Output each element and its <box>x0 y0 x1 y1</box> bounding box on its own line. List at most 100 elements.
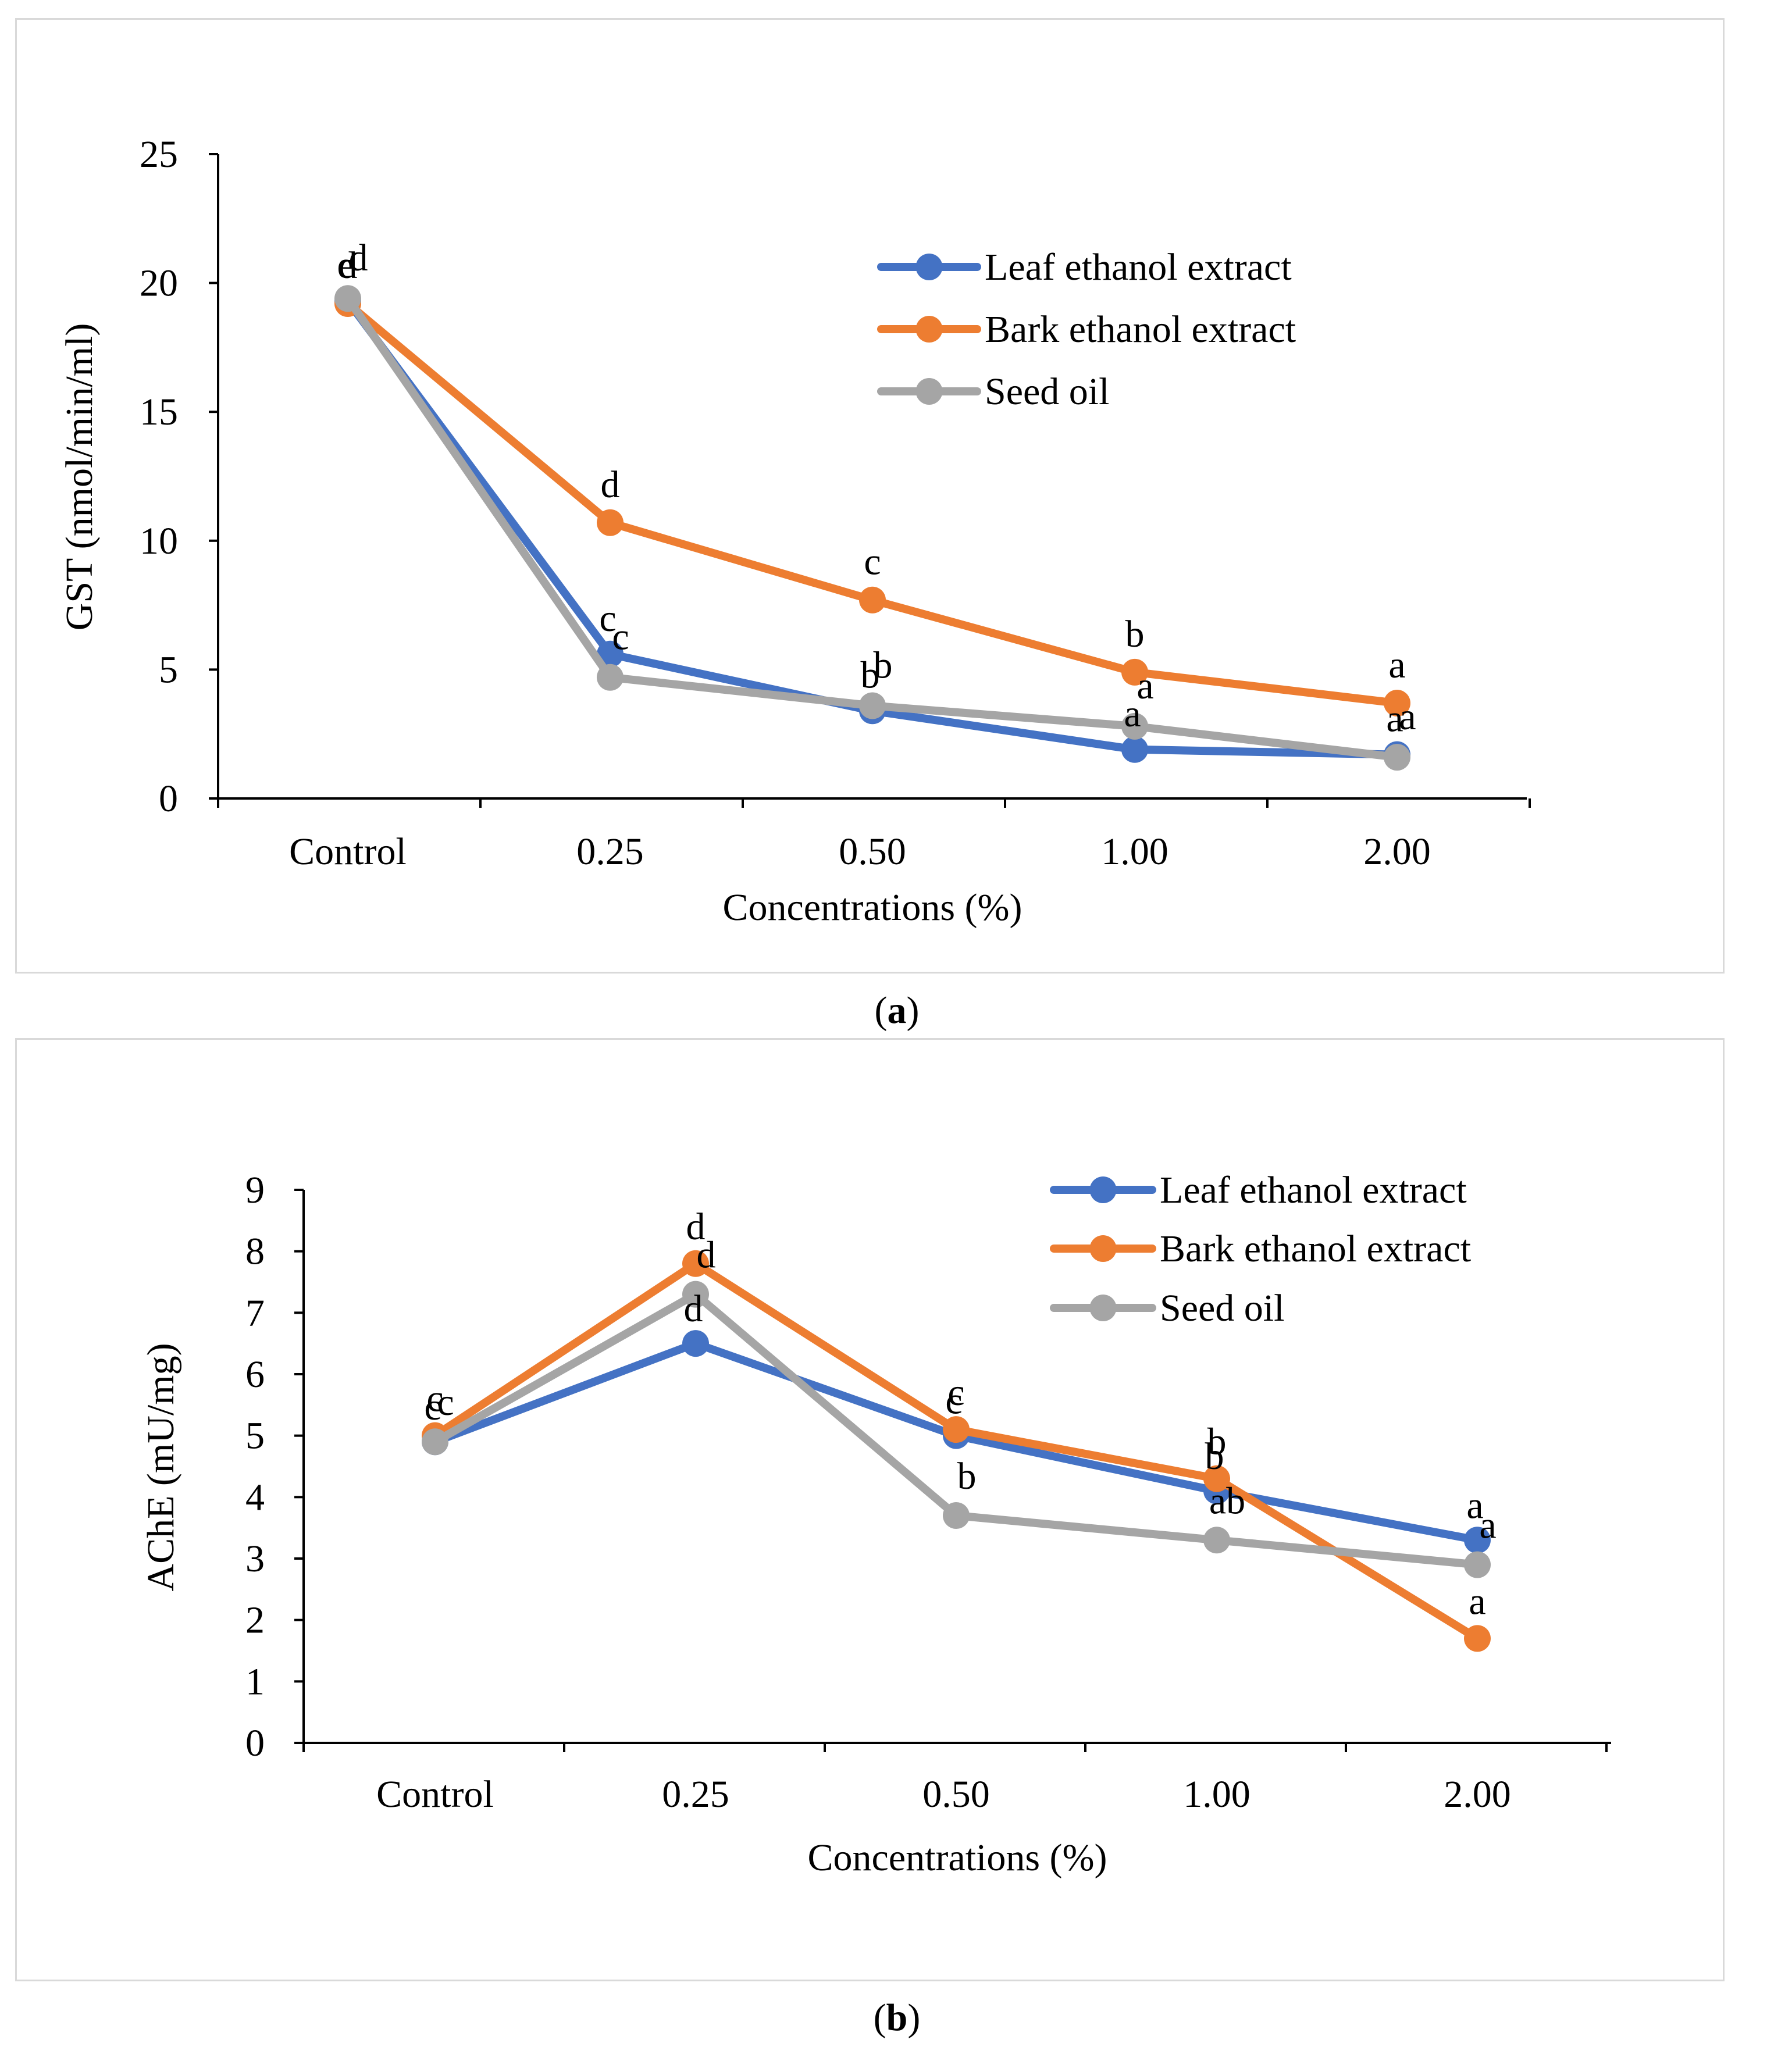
chart-b-series-3-letter: a <box>1479 1504 1496 1547</box>
chart-a-x-tick-label: Control <box>289 830 407 873</box>
chart-b-y-tick-label: 5 <box>245 1415 265 1457</box>
chart-a-legend-marker-1 <box>915 254 943 280</box>
chart-b-y-tick-label: 8 <box>245 1231 265 1273</box>
chart-a-series-3-letter: a <box>1399 696 1416 738</box>
chart-b-series-line-2 <box>431 1259 1481 1643</box>
chart-a-x-axis-title: Concentrations (%) <box>722 886 1022 929</box>
chart-a-legend-label-1: Leaf ethanol extract <box>985 246 1292 288</box>
chart-b-legend-marker-2 <box>1089 1235 1117 1262</box>
chart-b-x-tick-label: Control <box>376 1773 494 1816</box>
chart-a-series-1-letter: c <box>599 597 616 640</box>
chart-a-series-2-point <box>1121 658 1148 686</box>
chart-b-x-tick-label: 2.00 <box>1444 1773 1511 1816</box>
chart-a-x-tick-label: 1.00 <box>1101 830 1168 873</box>
chart-b-y-tick-label: 1 <box>245 1660 265 1703</box>
chart-a-y-tick-label: 0 <box>159 778 178 820</box>
chart-a-y-tick-label: 20 <box>140 262 178 305</box>
chart-a-x-tick-label: 2.00 <box>1363 830 1431 873</box>
chart-a-series-2-letter: a <box>1388 644 1405 686</box>
chart-b-series-1-letter: d <box>684 1288 703 1330</box>
chart-a-series-line-2 <box>344 299 1401 708</box>
chart-b-legend-label-2: Bark ethanol extract <box>1160 1228 1471 1270</box>
chart-b-series-1-letter: a <box>1466 1484 1483 1527</box>
chart-b-y-axis-title: AChE (mU/mg) <box>140 1343 182 1591</box>
chart-b-y-tick-label: 2 <box>245 1599 265 1642</box>
chart-b-series-2-letter: c <box>947 1371 964 1414</box>
chart-b-series-2-letter: a <box>1469 1580 1485 1623</box>
chart-b-x-tick-label: 0.50 <box>922 1773 990 1816</box>
chart-a-series-3-letter: b <box>874 644 893 686</box>
chart-panel-b <box>15 1038 1725 1981</box>
chart-b-series-3-point <box>422 1428 448 1456</box>
chart-b-series-2-letter: c <box>426 1378 443 1420</box>
chart-b-legend-marker-1 <box>1089 1176 1117 1203</box>
chart-a-series-2-point <box>1384 690 1410 717</box>
chart-a-series-1-letter: b <box>861 654 880 696</box>
chart-b-y-tick-label: 6 <box>245 1353 265 1396</box>
chart-b-legend-marker-3 <box>1089 1295 1117 1321</box>
chart-b-series-1-letter: b <box>1205 1435 1224 1478</box>
caption-a: (a) <box>874 989 920 1032</box>
chart-a-y-axis-title: GST (nmol/min/ml) <box>58 323 101 631</box>
chart-a-legend-label-3: Seed oil <box>985 370 1109 413</box>
chart-b-series-3-point <box>943 1502 970 1529</box>
chart-b-series-2-point <box>682 1250 709 1277</box>
chart-a-series-3-point <box>1384 744 1410 771</box>
chart-b-y-tick-label: 9 <box>245 1169 265 1211</box>
chart-b-series-3-letter: b <box>957 1455 977 1497</box>
chart-a-series-3-point <box>859 692 886 719</box>
chart-b-series-3-point <box>1464 1551 1491 1578</box>
chart-b-y-tick-label: 3 <box>245 1538 265 1580</box>
chart-a-y-tick-label: 15 <box>140 391 178 433</box>
caption-b: (b) <box>873 1996 921 2039</box>
chart-a-series-3-point <box>1121 712 1148 740</box>
chart-b-series-1-letter: c <box>424 1386 441 1428</box>
chart-b-y-tick-label: 4 <box>245 1476 265 1518</box>
chart-b-legend-label-1: Leaf ethanol extract <box>1160 1169 1467 1211</box>
chart-a-series-3-letter: c <box>612 616 629 658</box>
chart-b-series-2-letter: d <box>686 1206 706 1248</box>
chart-a-series-3-point <box>597 664 624 691</box>
chart-panel-a <box>15 18 1725 974</box>
chart-a-legend-label-2: Bark ethanol extract <box>985 308 1296 351</box>
chart-a-y-tick-label: 10 <box>140 520 178 562</box>
chart-a-series-2-point <box>597 509 624 536</box>
chart-b-x-tick-label: 1.00 <box>1183 1773 1251 1816</box>
chart-a-series-2-point <box>859 586 886 614</box>
chart-b-series-3-letter: d <box>697 1234 716 1276</box>
chart-a-series-3-letter: d <box>349 237 368 279</box>
chart-b-x-axis-title: Concentrations (%) <box>807 1837 1107 1879</box>
chart-a-legend-marker-3 <box>915 378 943 405</box>
chart-b-series-3-point <box>682 1281 709 1308</box>
chart-b-series-3-point <box>1203 1527 1230 1554</box>
chart-b-series-3-letter: ab <box>1209 1479 1245 1522</box>
chart-a-series-3-point <box>334 285 361 312</box>
chart-b-x-tick-label: 0.25 <box>662 1773 729 1816</box>
chart-b-series-1-point <box>1464 1527 1491 1554</box>
chart-a-series-2-letter: d <box>601 463 620 506</box>
chart-b-series-2-letter: b <box>1207 1421 1227 1463</box>
chart-a-x-tick-label: 0.50 <box>839 830 906 873</box>
chart-b-series-2-point <box>1203 1465 1230 1492</box>
chart-a-series-1-letter: a <box>1386 698 1403 740</box>
chart-b-y-tick-label: 7 <box>245 1292 265 1334</box>
chart-b-series-2-point <box>1464 1625 1491 1652</box>
chart-a-series-1-letter: a <box>1124 693 1141 735</box>
chart-a-series-1-letter: e <box>337 244 354 287</box>
chart-a-y-tick-label: 5 <box>159 648 178 691</box>
chart-b-legend-label-3: Seed oil <box>1160 1287 1284 1329</box>
chart-a-series-3-letter: a <box>1137 665 1153 707</box>
chart-b-series-1-point <box>682 1330 709 1357</box>
chart-b-y-tick-label: 0 <box>245 1722 265 1764</box>
chart-a-legend-marker-2 <box>915 316 943 343</box>
chart-a-x-tick-label: 0.25 <box>576 830 644 873</box>
chart-b-series-2-point <box>943 1416 970 1443</box>
chart-a-series-2-letter: d <box>339 244 358 287</box>
chart-a-series-2-letter: c <box>864 541 881 583</box>
chart-a-y-tick-label: 25 <box>140 133 178 176</box>
chart-a-series-2-letter: b <box>1125 613 1145 655</box>
chart-b-series-1-letter: c <box>945 1380 962 1422</box>
chart-a-series-1-point <box>1121 736 1148 763</box>
chart-b-series-3-letter: c <box>437 1381 454 1424</box>
